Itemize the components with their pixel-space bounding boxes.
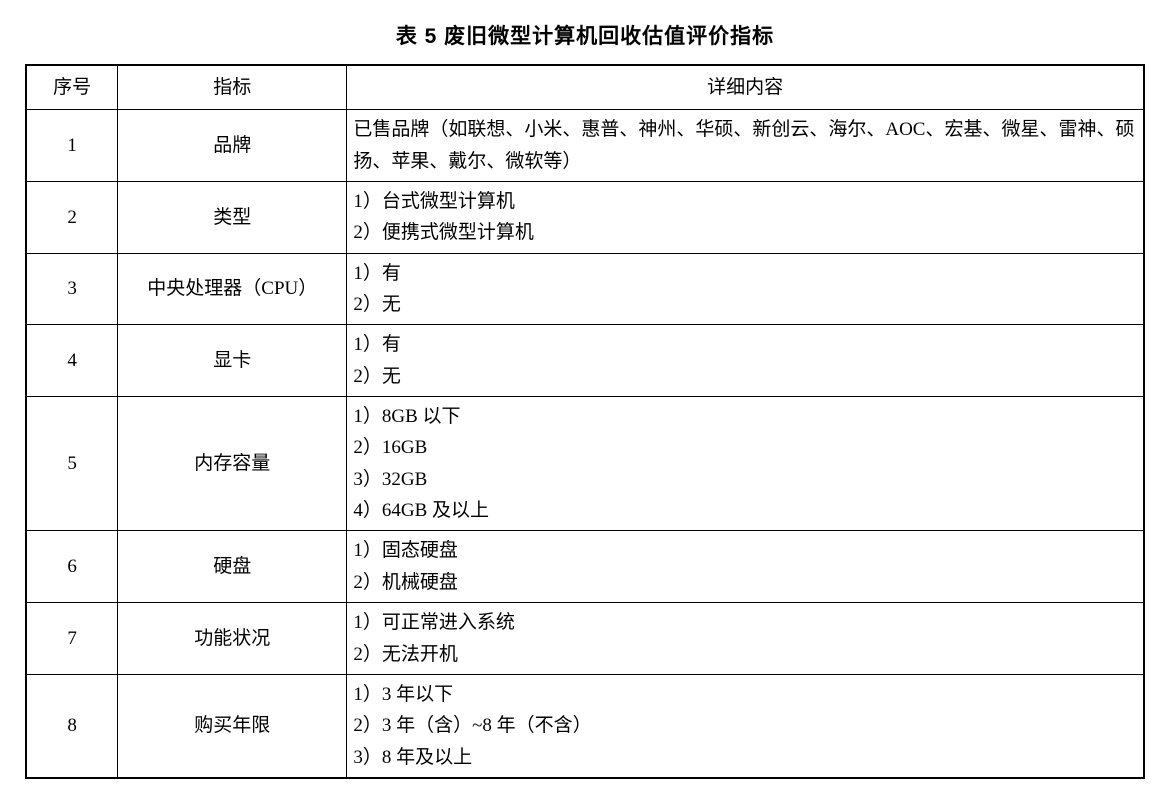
table-row: 3 中央处理器（CPU） 1）有 2）无 [26, 253, 1144, 325]
table-row: 6 硬盘 1）固态硬盘 2）机械硬盘 [26, 531, 1144, 603]
cell-detail: 1）8GB 以下 2）16GB 3）32GB 4）64GB 及以上 [347, 397, 1144, 531]
cell-num: 7 [26, 603, 118, 675]
cell-indicator: 中央处理器（CPU） [118, 253, 347, 325]
cell-indicator: 硬盘 [118, 531, 347, 603]
cell-num: 5 [26, 397, 118, 531]
cell-detail: 已售品牌（如联想、小米、惠普、神州、华硕、新创云、海尔、AOC、宏基、微星、雷神… [347, 110, 1144, 182]
col-header-indicator: 指标 [118, 65, 347, 110]
table-row: 2 类型 1）台式微型计算机 2）便携式微型计算机 [26, 182, 1144, 254]
cell-indicator: 内存容量 [118, 397, 347, 531]
cell-detail: 1）台式微型计算机 2）便携式微型计算机 [347, 182, 1144, 254]
cell-detail: 1）3 年以下 2）3 年（含）~8 年（不含） 3）8 年及以上 [347, 674, 1144, 778]
cell-num: 3 [26, 253, 118, 325]
table-caption: 表 5 废旧微型计算机回收估值评价指标 [25, 20, 1145, 50]
cell-detail: 1）有 2）无 [347, 325, 1144, 397]
table-row: 8 购买年限 1）3 年以下 2）3 年（含）~8 年（不含） 3）8 年及以上 [26, 674, 1144, 778]
table-row: 7 功能状况 1）可正常进入系统 2）无法开机 [26, 603, 1144, 675]
cell-indicator: 品牌 [118, 110, 347, 182]
cell-num: 8 [26, 674, 118, 778]
table-row: 4 显卡 1）有 2）无 [26, 325, 1144, 397]
col-header-detail: 详细内容 [347, 65, 1144, 110]
col-header-num: 序号 [26, 65, 118, 110]
cell-indicator: 类型 [118, 182, 347, 254]
evaluation-table: 序号 指标 详细内容 1 品牌 已售品牌（如联想、小米、惠普、神州、华硕、新创云… [25, 64, 1145, 779]
cell-num: 4 [26, 325, 118, 397]
cell-detail: 1）可正常进入系统 2）无法开机 [347, 603, 1144, 675]
cell-num: 1 [26, 110, 118, 182]
table-row: 5 内存容量 1）8GB 以下 2）16GB 3）32GB 4）64GB 及以上 [26, 397, 1144, 531]
table-row: 1 品牌 已售品牌（如联想、小米、惠普、神州、华硕、新创云、海尔、AOC、宏基、… [26, 110, 1144, 182]
cell-indicator: 功能状况 [118, 603, 347, 675]
cell-indicator: 购买年限 [118, 674, 347, 778]
cell-num: 2 [26, 182, 118, 254]
table-header-row: 序号 指标 详细内容 [26, 65, 1144, 110]
cell-indicator: 显卡 [118, 325, 347, 397]
cell-num: 6 [26, 531, 118, 603]
cell-detail: 1）固态硬盘 2）机械硬盘 [347, 531, 1144, 603]
cell-detail: 1）有 2）无 [347, 253, 1144, 325]
